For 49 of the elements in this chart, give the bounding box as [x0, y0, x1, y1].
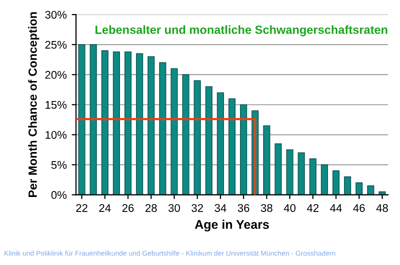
x-tick-label: 30: [168, 204, 180, 212]
x-tick-label: 48: [376, 204, 388, 212]
bar: [124, 51, 132, 195]
y-tick-label: 20%: [45, 70, 67, 79]
bar: [332, 170, 340, 195]
bar: [298, 152, 305, 195]
bar: [194, 80, 201, 195]
bar: [182, 74, 190, 195]
bar: [309, 158, 316, 195]
bar: [367, 185, 374, 195]
text: Lebensalter und monatliche Schwangerschaftsraten: [96, 25, 388, 36]
x-tick-label: 24: [99, 204, 111, 212]
bar: [90, 44, 97, 195]
bar: [136, 53, 144, 195]
x-tick-label: 26: [122, 204, 134, 212]
bar: [320, 164, 328, 195]
y-axis-title: Per Month Chance of Conception: [28, 12, 40, 198]
bar: [216, 92, 224, 195]
x-tick-label: 40: [284, 204, 296, 212]
bar: [240, 104, 248, 195]
bar: [170, 68, 178, 195]
x-tick-label: 36: [238, 204, 250, 212]
bar: [263, 125, 270, 195]
x-tick-label: 44: [330, 204, 342, 212]
bar: [286, 149, 294, 195]
bar: [101, 50, 108, 195]
y-tick-label: 10%: [46, 130, 67, 139]
bar: [112, 51, 120, 195]
bar: [205, 86, 212, 195]
y-tick-label: 25%: [45, 40, 67, 49]
y-tick-label: 15%: [46, 100, 67, 109]
bar: [78, 44, 86, 195]
x-tick-label: 28: [145, 204, 157, 212]
x-tick-label: 38: [260, 204, 272, 212]
bar: [356, 182, 363, 195]
bar: [159, 62, 166, 195]
x-axis-title: Age in Years: [194, 220, 269, 232]
x-tick-label: 42: [306, 204, 319, 212]
bar: [344, 176, 352, 195]
x-tick-label: 46: [353, 204, 365, 212]
x-tick-label: 32: [192, 204, 203, 212]
y-tick-label: 0%: [51, 191, 67, 199]
bar: [148, 56, 155, 195]
x-tick-label: 34: [214, 204, 226, 212]
bar: [228, 98, 236, 195]
bar: [274, 143, 282, 195]
x-tick-label: 22: [76, 204, 88, 212]
y-tick-label: 30%: [45, 10, 67, 19]
y-tick-label: 5%: [51, 161, 67, 169]
